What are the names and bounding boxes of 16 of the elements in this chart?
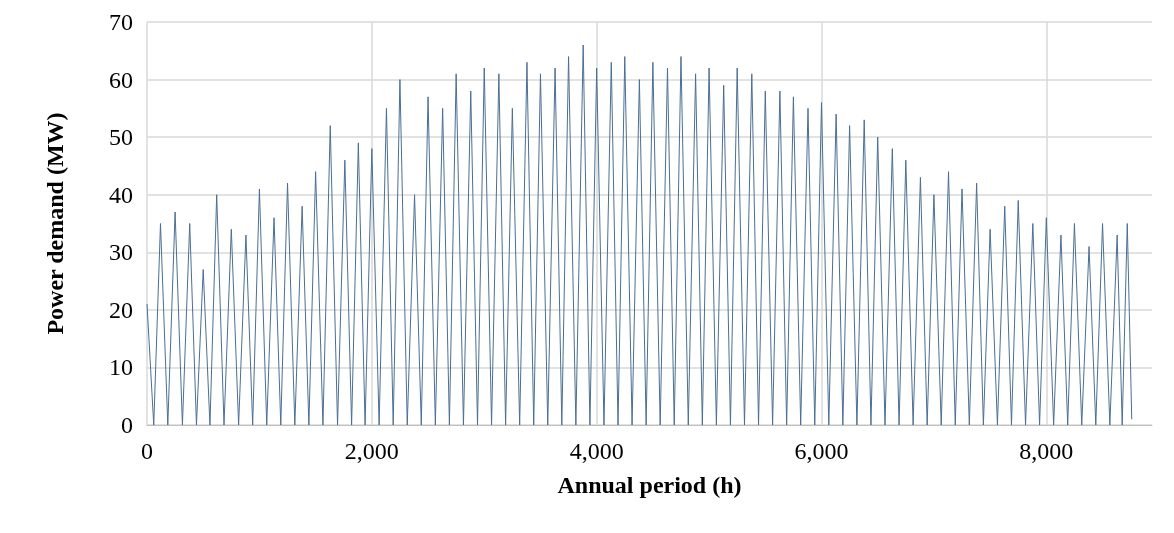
y-tick-label: 0 (121, 412, 133, 438)
y-tick-label: 70 (109, 9, 133, 35)
y-tick-label: 40 (109, 181, 133, 208)
y-tick-label: 30 (109, 239, 133, 266)
x-tick-label: 4,000 (569, 438, 624, 464)
y-tick-label: 20 (109, 296, 133, 323)
y-tick-label: 50 (109, 124, 133, 151)
x-axis-title: Annual period (h) (557, 472, 742, 498)
line-series (146, 44, 1133, 426)
x-tick-label: 6,000 (794, 438, 849, 464)
y-tick-label: 60 (109, 66, 133, 93)
x-tick-label: 2,000 (344, 438, 399, 464)
y-tick-label: 10 (109, 354, 133, 381)
x-tick-label: 0 (141, 438, 153, 464)
x-tick-label: 8,000 (1019, 438, 1074, 464)
y-axis-title: Power demand (MW) (42, 112, 68, 335)
